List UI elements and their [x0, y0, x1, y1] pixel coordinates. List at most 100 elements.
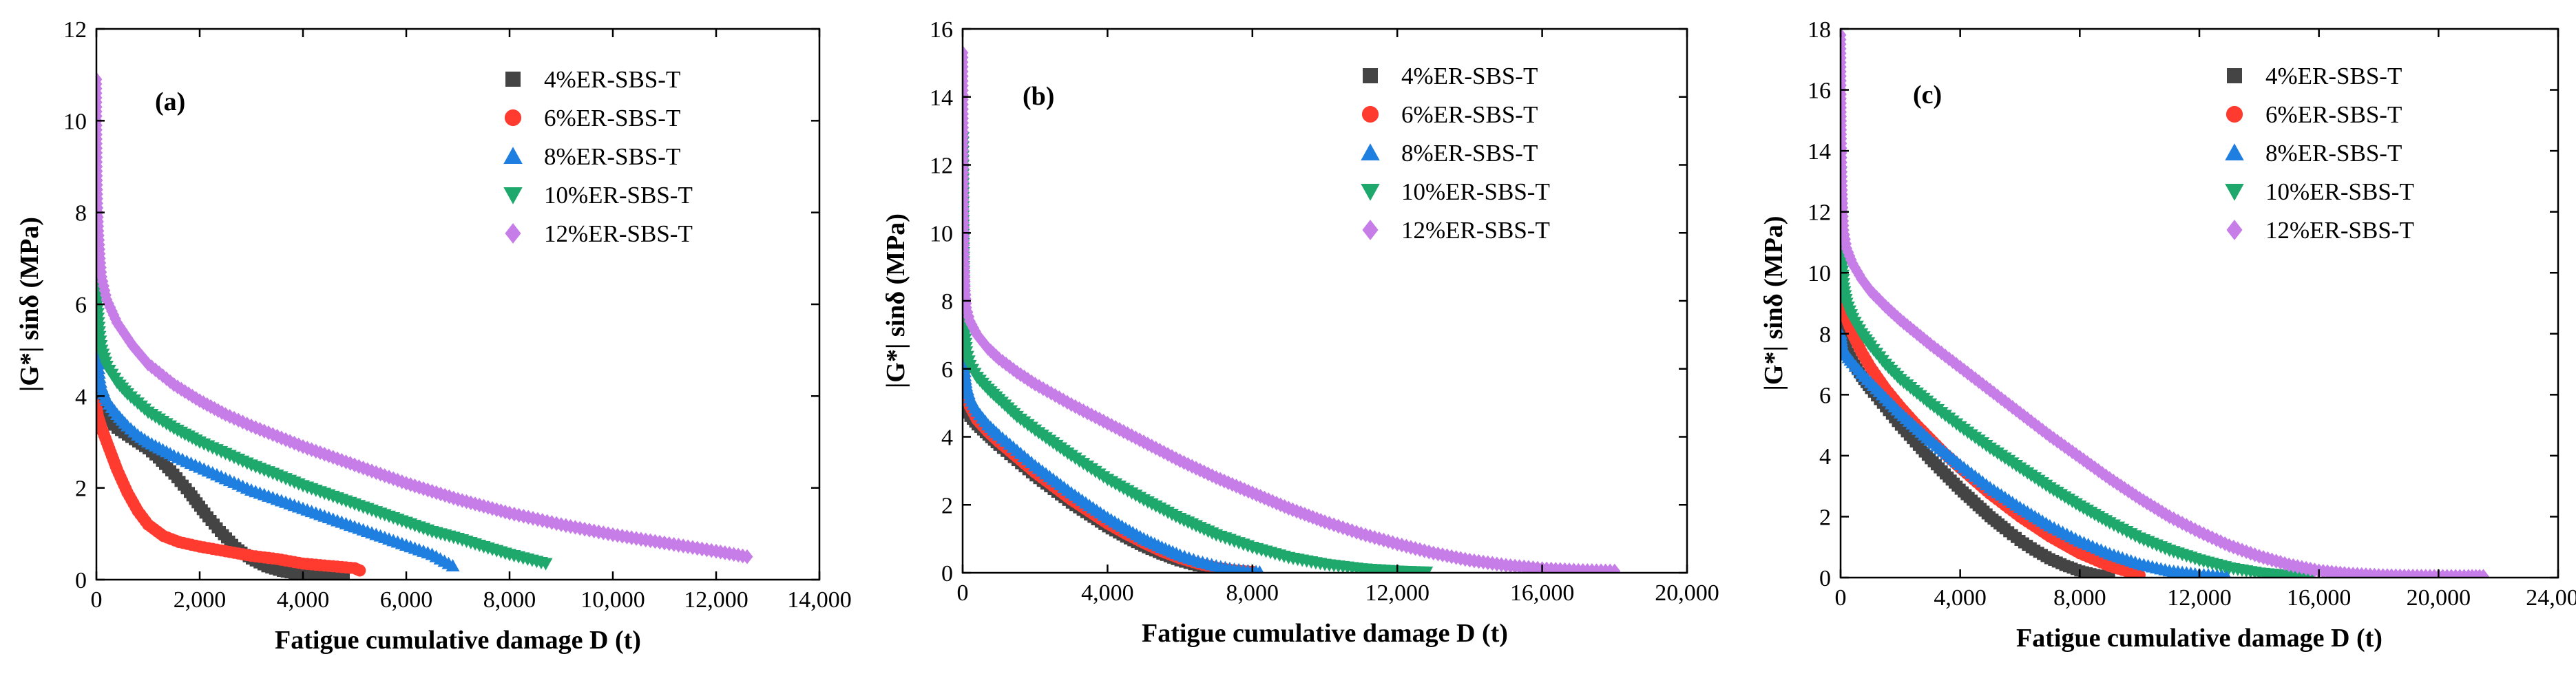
- legend-entry: 12%ER-SBS-T: [544, 220, 693, 247]
- data-point: [228, 410, 240, 426]
- legend-entry: 12%ER-SBS-T: [2265, 217, 2414, 244]
- data-point: [153, 365, 165, 381]
- legend-entry: 10%ER-SBS-T: [544, 182, 693, 209]
- data-point: [1255, 565, 1264, 573]
- data-point: [2029, 417, 2041, 432]
- legend-entry: 6%ER-SBS-T: [544, 105, 680, 131]
- x-tick-label: 20,000: [2407, 585, 2471, 611]
- legend-entry: 6%ER-SBS-T: [2265, 101, 2402, 128]
- series-10%ER-SBS-T: [1841, 167, 2317, 578]
- x-tick-label: 16,000: [2287, 585, 2352, 611]
- legend-entry: 4%ER-SBS-T: [1401, 63, 1538, 89]
- y-tick-label: 2: [1819, 505, 1831, 530]
- legend-marker: [1362, 220, 1379, 240]
- data-point: [2168, 511, 2180, 527]
- legend-entry: 8%ER-SBS-T: [2265, 140, 2402, 167]
- legend-entry: 6%ER-SBS-T: [1401, 101, 1538, 128]
- y-tick-label: 2: [75, 476, 87, 502]
- data-point: [2172, 513, 2184, 529]
- data-point: [2221, 569, 2231, 578]
- x-tick-label: 12,000: [1365, 580, 1430, 606]
- legend-marker: [505, 72, 521, 87]
- legend-marker: [503, 187, 523, 204]
- data-point: [232, 412, 244, 428]
- plot-frame: [1839, 28, 2559, 579]
- legend: 4%ER-SBS-T 6%ER-SBS-T 8%ER-SBS-T 10%ER-SBS-…: [503, 66, 693, 247]
- data-point: [2104, 571, 2115, 578]
- data-point: [339, 573, 350, 580]
- data-point: [1924, 337, 1936, 352]
- data-point: [741, 549, 753, 565]
- y-tick-label: 0: [1819, 566, 1831, 591]
- legend-marker: [2225, 184, 2244, 201]
- y-tick-label: 16: [1808, 78, 1831, 104]
- legend-entry: 10%ER-SBS-T: [1401, 178, 1550, 205]
- legend-entry: 4%ER-SBS-T: [2265, 63, 2402, 89]
- data-point: [353, 564, 366, 577]
- x-tick-label: 0: [1835, 585, 1847, 611]
- data-point: [1984, 382, 1996, 398]
- data-point: [2478, 569, 2489, 578]
- data-point: [1962, 365, 1973, 381]
- data-point: [220, 407, 231, 422]
- y-tick-label: 16: [930, 17, 953, 43]
- y-tick-label: 8: [941, 289, 953, 315]
- data-point: [2062, 441, 2075, 457]
- y-tick-label: 14: [1808, 139, 1831, 165]
- data-point: [1041, 383, 1054, 399]
- data-point: [446, 559, 460, 571]
- y-tick-label: 18: [1808, 17, 1831, 43]
- data-point: [1419, 567, 1434, 573]
- data-point: [2073, 450, 2086, 465]
- y-tick-label: 12: [930, 154, 953, 179]
- legend-marker: [1361, 184, 1380, 201]
- y-tick-label: 0: [941, 561, 953, 587]
- data-point: [1053, 390, 1065, 405]
- x-tick-label: 14,000: [787, 587, 852, 613]
- data-point: [2185, 520, 2197, 536]
- y-axis-label: |G*| sinδ (MPa): [1759, 216, 1788, 391]
- x-tick-label: 16,000: [1510, 580, 1575, 606]
- legend-entry: 8%ER-SBS-T: [544, 143, 680, 170]
- data-point: [237, 414, 249, 430]
- legend-marker: [1361, 143, 1380, 160]
- panel-label: (a): [155, 87, 185, 116]
- legend-marker: [2226, 105, 2243, 123]
- x-axis-label: Fatigue cumulative damage D (t): [275, 626, 641, 655]
- data-point: [136, 349, 148, 364]
- legend-marker: [2226, 220, 2243, 240]
- y-tick-label: 14: [930, 85, 953, 111]
- x-tick-label: 4,000: [1081, 580, 1134, 606]
- data-point: [1049, 388, 1061, 403]
- data-point: [2096, 465, 2108, 481]
- x-tick-label: 24,000: [2526, 585, 2576, 611]
- data-point: [1995, 391, 2007, 406]
- data-point: [2007, 399, 2019, 415]
- x-tick-label: 8,000: [2053, 585, 2106, 611]
- legend: 4%ER-SBS-T 6%ER-SBS-T 8%ER-SBS-T 10%ER-SBS-…: [1361, 63, 1550, 244]
- y-axis-label: |G*| sinδ (MPa): [15, 217, 44, 392]
- y-tick-label: 6: [941, 357, 953, 383]
- legend-marker: [505, 223, 521, 244]
- x-tick-label: 0: [91, 587, 103, 613]
- y-tick-label: 0: [75, 568, 87, 593]
- x-tick-label: 0: [957, 580, 969, 606]
- y-axis-label: |G*| sinδ (MPa): [881, 213, 910, 388]
- legend-entry: 8%ER-SBS-T: [1401, 140, 1538, 167]
- series-12%ER-SBS-T: [96, 72, 753, 565]
- chart-panel-1: 0 2,000 4,000 6,000 8,000 10,000 12,000 14,000 0…: [15, 17, 852, 655]
- x-tick-label: 6,000: [380, 587, 433, 613]
- data-point: [2099, 468, 2112, 484]
- data-point: [1029, 377, 1041, 392]
- legend-entry: 12%ER-SBS-T: [1401, 217, 1550, 244]
- x-tick-label: 4,000: [277, 587, 330, 613]
- x-tick-label: 8,000: [1226, 580, 1279, 606]
- legend-entry: 10%ER-SBS-T: [2265, 178, 2414, 205]
- series-12%ER-SBS-T: [1841, 28, 2489, 578]
- x-tick-label: 12,000: [2167, 585, 2232, 611]
- legend-marker: [1361, 105, 1379, 123]
- data-point: [2051, 434, 2064, 449]
- x-tick-label: 12,000: [684, 587, 748, 613]
- chart-panel-2: 0 4,000 8,000 12,000 16,000 20,000 0 2 4 6 8 10 12 14…: [881, 17, 1719, 648]
